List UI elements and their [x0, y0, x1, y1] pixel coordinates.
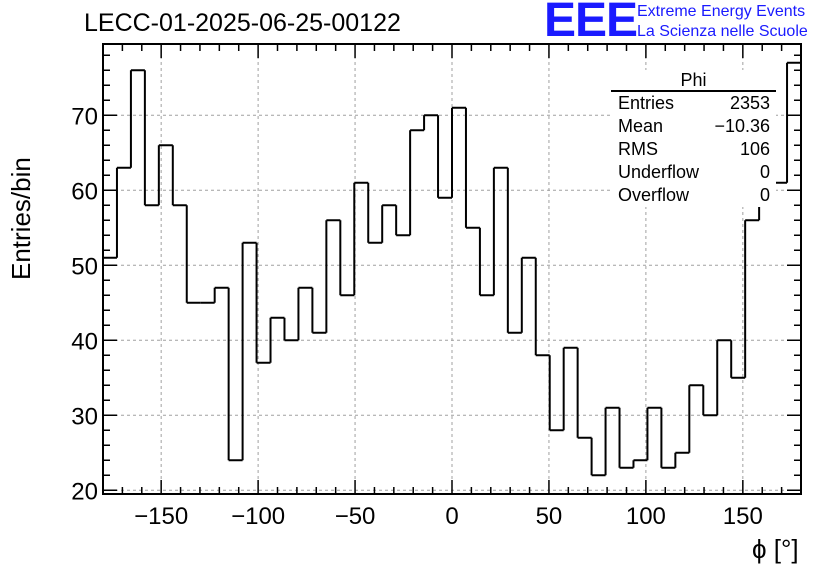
x-tick-label: −150: [134, 503, 188, 530]
y-tick-label: 40: [71, 328, 98, 355]
stats-label: Entries: [618, 93, 675, 113]
stats-box: Phi Entries 2353 Mean −10.36 RMS 106 Und…: [611, 70, 776, 207]
stats-label: Underflow: [618, 162, 700, 182]
stats-label: Mean: [618, 116, 664, 136]
stats-row-entries: Entries 2353: [611, 92, 776, 115]
stats-row-rms: RMS 106: [611, 138, 776, 161]
x-tick-label: −50: [335, 503, 376, 530]
stats-row-underflow: Underflow 0: [611, 161, 776, 184]
logo-line-2: La Scienza nelle Scuole: [637, 23, 808, 40]
stats-value: 0: [759, 162, 770, 182]
x-tick-label: 0: [445, 503, 458, 530]
stats-label: RMS: [618, 139, 658, 159]
y-tick-label: 60: [71, 178, 98, 205]
stats-row-mean: Mean −10.36: [611, 115, 776, 138]
y-axis-label: Entries/bin: [6, 157, 36, 280]
stats-value: 2353: [729, 93, 770, 113]
x-tick-label: 50: [536, 503, 563, 530]
stats-value: 106: [739, 139, 770, 159]
eee-logo: EEE: [544, 0, 638, 47]
stats-title: Phi: [611, 70, 776, 92]
logo-line-1: Extreme Energy Events: [637, 3, 806, 20]
x-tick-label: 150: [723, 503, 763, 530]
stats-value: 0: [759, 185, 770, 205]
chart-title: LECC-01-2025-06-25-00122: [84, 9, 401, 37]
y-tick-label: 20: [71, 478, 98, 505]
x-tick-label: 100: [626, 503, 666, 530]
y-tick-label: 30: [71, 403, 98, 430]
stats-label: Overflow: [618, 185, 690, 205]
y-tick-label: 70: [71, 103, 98, 130]
x-axis-label: ϕ [°]: [752, 534, 799, 564]
x-tick-label: −100: [231, 503, 285, 530]
y-tick-label: 50: [71, 253, 98, 280]
stats-row-overflow: Overflow 0: [611, 184, 776, 207]
stats-value: −10.36: [714, 116, 770, 136]
